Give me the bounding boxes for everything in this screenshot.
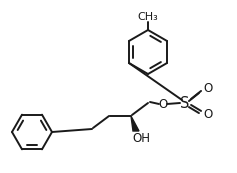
Text: O: O	[158, 98, 168, 111]
Text: S: S	[180, 95, 190, 111]
Polygon shape	[131, 116, 139, 131]
Text: O: O	[203, 83, 213, 95]
Text: CH₃: CH₃	[138, 12, 158, 22]
Text: OH: OH	[132, 131, 150, 144]
Text: O: O	[203, 108, 213, 121]
